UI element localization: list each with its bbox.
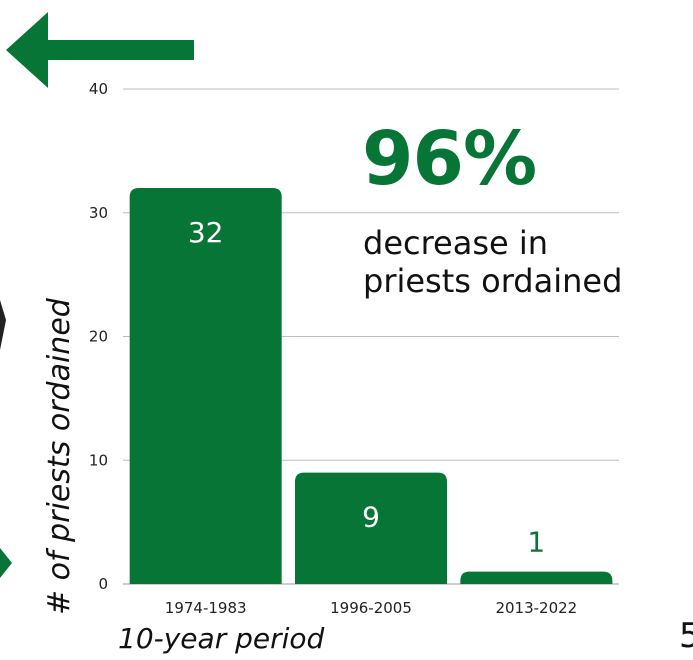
x-tick-label: 1974-1983 [165,599,247,617]
right-chevron-icon [0,548,12,578]
bar-value-label: 32 [188,216,224,249]
y-tick-label: 30 [89,204,108,222]
bars [129,188,613,584]
bar-1974-1983 [129,188,282,584]
y-tick-label: 0 [98,575,108,593]
x-tick-label: 1996-2005 [330,599,412,617]
stat-description-line-1: decrease in [363,224,549,262]
stat-description-line-2: priests ordained [363,262,623,300]
x-tick-label: 2013-2022 [495,599,577,617]
y-tick-label: 20 [89,328,108,346]
y-tick-label: 40 [89,80,108,98]
bar-value-label: 1 [527,526,545,559]
bar-1996-2005 [295,472,447,584]
stat-percentage: 96% [362,116,537,202]
stat-description: decrease in priests ordained [363,224,693,300]
y-tick-label: 10 [89,451,108,469]
x-axis-ticks: 1974-1983 1996-2005 2013-2022 [165,599,577,617]
page-number: 5 [679,616,693,656]
y-axis-title: # of priests ordained [42,298,77,615]
x-axis-title: 10-year period [118,622,325,655]
bar-2013-2022 [460,571,613,584]
left-arrow-icon[interactable] [6,10,196,90]
edge-decoration-icon [0,300,6,350]
bar-value-labels: 32 9 1 [188,216,545,559]
y-axis-ticks: 0 10 20 30 40 [89,80,108,593]
bar-value-label: 9 [362,501,380,534]
